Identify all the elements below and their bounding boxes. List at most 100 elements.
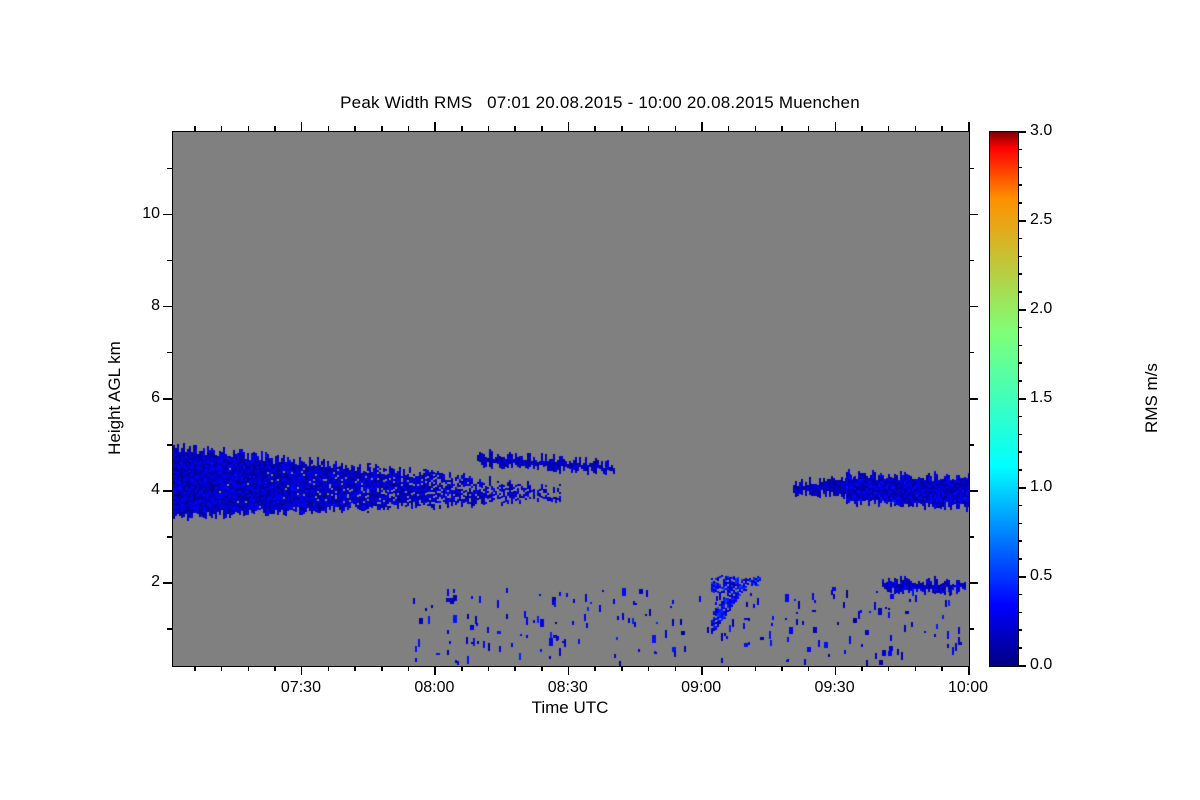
y-major-tick: [163, 305, 172, 308]
y-minor-tick: [167, 536, 172, 538]
x-minor-tick-top: [461, 126, 463, 131]
y-minor-tick: [167, 167, 172, 170]
x-minor-tick-top: [861, 126, 863, 131]
x-minor-tick: [407, 666, 410, 671]
x-major-tick-top: [434, 122, 436, 131]
y-major-tick-right: [969, 305, 978, 308]
x-tick-label: 10:00: [947, 679, 989, 696]
colorbar-minor-tick: [1018, 362, 1022, 364]
x-minor-tick-top: [621, 126, 623, 131]
x-minor-tick: [594, 666, 596, 671]
x-minor-tick-top: [354, 126, 356, 131]
x-major-tick: [434, 666, 436, 675]
x-major-tick-top: [968, 122, 970, 131]
y-major-tick-right: [969, 213, 978, 216]
x-minor-tick: [781, 666, 783, 671]
colorbar-tick-label: 0.0: [1030, 656, 1053, 673]
y-major-tick: [163, 490, 172, 492]
colorbar-minor-tick: [1018, 255, 1022, 258]
page-title: Peak Width RMS 07:01 20.08.2015 - 10:00 …: [340, 93, 860, 112]
x-minor-tick: [274, 666, 276, 671]
x-minor-tick-top: [381, 126, 383, 131]
x-major-tick-top: [300, 122, 303, 131]
colorbar-minor-tick: [1018, 522, 1022, 525]
x-minor-tick: [807, 666, 810, 671]
y-minor-tick-right: [969, 628, 974, 630]
x-minor-tick-top: [674, 126, 676, 131]
x-minor-tick-top: [647, 126, 650, 131]
y-minor-tick: [167, 444, 172, 446]
colorbar-major-tick: [1018, 398, 1026, 400]
x-major-tick: [567, 666, 570, 675]
colorbar-minor-tick: [1018, 451, 1022, 453]
x-minor-tick-top: [914, 126, 917, 131]
x-minor-tick: [754, 666, 757, 671]
x-minor-tick: [194, 666, 196, 671]
colorbar-tick-label: 2.5: [1030, 211, 1053, 228]
y-minor-tick: [167, 259, 172, 262]
x-minor-tick-top: [487, 126, 490, 131]
x-minor-tick-top: [754, 126, 757, 131]
colorbar-gradient: [990, 132, 1018, 666]
colorbar-major-tick: [1018, 576, 1026, 578]
y-tick-label: 8: [151, 296, 160, 314]
x-tick-label: 09:30: [814, 679, 855, 696]
colorbar-minor-tick: [1018, 469, 1022, 471]
colorbar-minor-tick: [1018, 344, 1022, 347]
x-minor-tick: [461, 666, 463, 671]
x-minor-tick: [914, 666, 917, 671]
x-minor-tick: [647, 666, 650, 671]
x-minor-tick-top: [407, 126, 410, 131]
x-major-tick-top: [834, 122, 837, 131]
colorbar-minor-tick: [1018, 202, 1022, 204]
colorbar-minor-tick: [1018, 184, 1022, 186]
x-minor-tick-top: [541, 126, 543, 131]
y-tick-label: 6: [151, 389, 160, 406]
x-major-tick: [701, 666, 703, 675]
y-tick-label: 2: [151, 573, 160, 591]
x-minor-tick-top: [594, 126, 596, 131]
x-major-tick: [300, 666, 303, 675]
x-minor-tick-top: [781, 126, 783, 131]
x-minor-tick-top: [514, 126, 516, 131]
x-minor-tick: [861, 666, 863, 671]
colorbar-minor-tick: [1018, 558, 1022, 560]
x-minor-tick: [327, 666, 330, 671]
x-minor-tick: [514, 666, 516, 671]
colorbar-minor-tick: [1018, 647, 1022, 649]
colorbar-tick-label: 0.5: [1030, 567, 1053, 584]
x-tick-label: 07:30: [280, 679, 321, 696]
x-minor-tick: [887, 666, 890, 671]
colorbar-minor-tick: [1018, 166, 1022, 169]
colorbar-major-tick: [1018, 665, 1026, 667]
y-minor-tick-right: [969, 444, 974, 446]
x-minor-tick: [381, 666, 383, 671]
colorbar-tick-label: 1.0: [1030, 478, 1053, 495]
y-minor-tick-right: [969, 536, 974, 538]
colorbar-tick-label: 1.5: [1030, 389, 1053, 406]
colorbar-minor-tick: [1018, 237, 1022, 240]
x-minor-tick-top: [327, 126, 330, 131]
colorbar-minor-tick: [1018, 611, 1022, 614]
x-minor-tick: [220, 666, 223, 671]
colorbar-tick-label: 3.0: [1030, 122, 1053, 139]
x-minor-tick-top: [220, 126, 223, 131]
x-major-tick-top: [701, 122, 703, 131]
y-minor-tick: [167, 351, 172, 354]
colorbar-major-tick: [1018, 487, 1026, 489]
x-major-tick-top: [567, 122, 570, 131]
colorbar-major-tick: [1018, 309, 1026, 311]
y-major-tick-right: [969, 490, 978, 492]
colorbar-minor-tick: [1018, 380, 1022, 382]
colorbar-minor-tick: [1018, 540, 1022, 542]
plot-area: [172, 131, 970, 667]
y-minor-tick-right: [969, 351, 974, 354]
x-minor-tick-top: [274, 126, 276, 131]
x-minor-tick-top: [941, 126, 943, 131]
x-minor-tick-top: [194, 126, 196, 131]
x-minor-tick-top: [247, 126, 250, 131]
y-major-tick: [163, 582, 172, 584]
y-major-tick-right: [969, 398, 978, 400]
colorbar-minor-tick: [1018, 629, 1022, 631]
x-tick-label: 09:00: [681, 679, 722, 696]
